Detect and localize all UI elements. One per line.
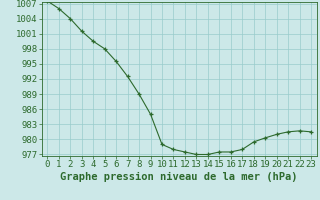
X-axis label: Graphe pression niveau de la mer (hPa): Graphe pression niveau de la mer (hPa) (60, 172, 298, 182)
